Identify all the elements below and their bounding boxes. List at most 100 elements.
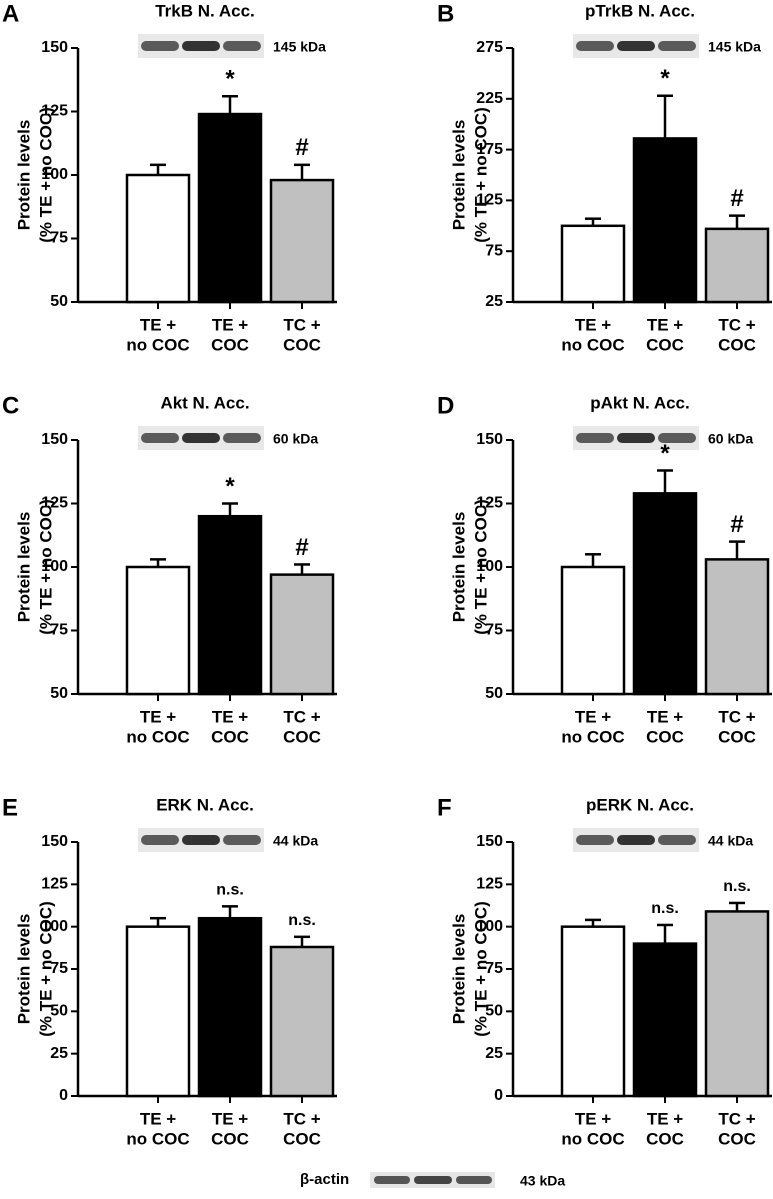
x-tick-label: TE +	[647, 315, 683, 334]
blot-label: 60 kDa	[708, 431, 753, 447]
bar	[125, 925, 191, 1098]
x-tick-label: TE +	[212, 315, 248, 334]
blot-label: 44 kDa	[273, 833, 318, 849]
y-axis-label: Protein levels	[449, 914, 468, 1025]
bar	[560, 925, 626, 1098]
blot-band	[658, 835, 696, 845]
y-tick-label: 25	[485, 293, 503, 310]
blot-band	[658, 41, 696, 51]
y-axis-label: (% TE + no COC)	[471, 107, 490, 243]
chart-title: ERK N. Acc.	[156, 795, 254, 814]
x-tick-label: TE +	[647, 1109, 683, 1128]
y-tick-label: 50	[50, 685, 68, 702]
y-axis-label: Protein levels	[14, 512, 33, 623]
blot-band	[414, 1176, 452, 1184]
chart-title: Akt N. Acc.	[160, 393, 249, 412]
y-tick-label: 0	[494, 1087, 503, 1104]
panel-letter: F	[437, 794, 452, 821]
y-tick-label: 75	[50, 622, 68, 639]
blot-label: 145 kDa	[708, 39, 761, 55]
y-tick-label: 0	[59, 1087, 68, 1104]
x-tick-label: TE +	[140, 1109, 176, 1128]
blot-band	[141, 41, 179, 51]
y-tick-label: 175	[476, 141, 503, 158]
y-tick-label: 75	[50, 230, 68, 247]
annotation: *	[660, 65, 670, 92]
x-tick-label: TE +	[140, 315, 176, 334]
x-tick-label: COC	[211, 335, 249, 354]
x-tick-label: COC	[283, 727, 321, 746]
x-tick-label: no COC	[126, 1129, 189, 1148]
y-tick-label: 125	[476, 876, 503, 893]
blot-band	[374, 1176, 410, 1184]
y-tick-label: 150	[41, 833, 68, 850]
x-tick-label: no COC	[561, 1129, 624, 1148]
annotation: n.s.	[288, 912, 316, 929]
x-tick-label: TC +	[283, 315, 320, 334]
x-tick-label: no COC	[561, 727, 624, 746]
x-tick-label: TC +	[718, 707, 755, 726]
x-tick-label: no COC	[126, 335, 189, 354]
blot-band	[576, 835, 614, 845]
y-tick-label: 50	[50, 293, 68, 310]
bar	[632, 492, 698, 696]
y-axis-label: (% TE + no COC)	[36, 107, 55, 243]
x-tick-label: TC +	[283, 707, 320, 726]
blot-band	[576, 41, 614, 51]
y-tick-label: 225	[476, 90, 503, 107]
blot-label: 44 kDa	[708, 833, 753, 849]
x-tick-label: TC +	[718, 315, 755, 334]
y-tick-label: 75	[485, 242, 503, 259]
annotation: #	[730, 185, 743, 212]
blot-label: 60 kDa	[273, 431, 318, 447]
y-tick-label: 25	[485, 1045, 503, 1062]
y-axis-label: (% TE + no COC)	[36, 901, 55, 1037]
x-tick-label: COC	[283, 335, 321, 354]
y-tick-label: 75	[485, 622, 503, 639]
bar	[704, 910, 770, 1098]
y-axis-label: Protein levels	[14, 914, 33, 1025]
y-tick-label: 150	[476, 431, 503, 448]
x-tick-label: COC	[718, 335, 756, 354]
bar	[560, 565, 626, 696]
x-tick-label: TE +	[212, 1109, 248, 1128]
x-tick-label: no COC	[126, 727, 189, 746]
y-tick-label: 100	[41, 558, 68, 575]
y-tick-label: 50	[485, 1003, 503, 1020]
y-tick-label: 125	[41, 876, 68, 893]
footer: β-actin 43 kDa	[300, 1171, 565, 1189]
chart-title: TrkB N. Acc.	[155, 1, 255, 20]
y-tick-label: 25	[50, 1045, 68, 1062]
y-axis-label: Protein levels	[14, 120, 33, 231]
blot-band	[182, 835, 220, 845]
x-tick-label: COC	[646, 727, 684, 746]
y-tick-label: 100	[476, 558, 503, 575]
blot-band	[223, 835, 261, 845]
y-tick-label: 125	[476, 192, 503, 209]
bar	[197, 112, 263, 304]
blot-band	[617, 835, 655, 845]
y-axis-label: Protein levels	[449, 120, 468, 231]
x-tick-label: COC	[646, 1129, 684, 1148]
y-tick-label: 100	[476, 918, 503, 935]
blot-band	[658, 433, 696, 443]
x-tick-label: TE +	[575, 1109, 611, 1128]
x-tick-label: TE +	[647, 707, 683, 726]
bar	[632, 137, 698, 304]
footer-label: β-actin	[300, 1171, 349, 1188]
bar	[632, 942, 698, 1098]
y-tick-label: 150	[41, 431, 68, 448]
y-tick-label: 100	[41, 166, 68, 183]
x-tick-label: TE +	[140, 707, 176, 726]
x-tick-label: TE +	[575, 707, 611, 726]
y-tick-label: 125	[476, 495, 503, 512]
y-tick-label: 125	[41, 103, 68, 120]
annotation: *	[225, 473, 235, 500]
blot-band	[617, 41, 655, 51]
panel-letter: A	[2, 0, 19, 27]
blot-band	[223, 41, 261, 51]
y-tick-label: 275	[476, 39, 503, 56]
y-tick-label: 125	[41, 495, 68, 512]
panel-letter: D	[437, 392, 454, 419]
x-tick-label: COC	[211, 727, 249, 746]
